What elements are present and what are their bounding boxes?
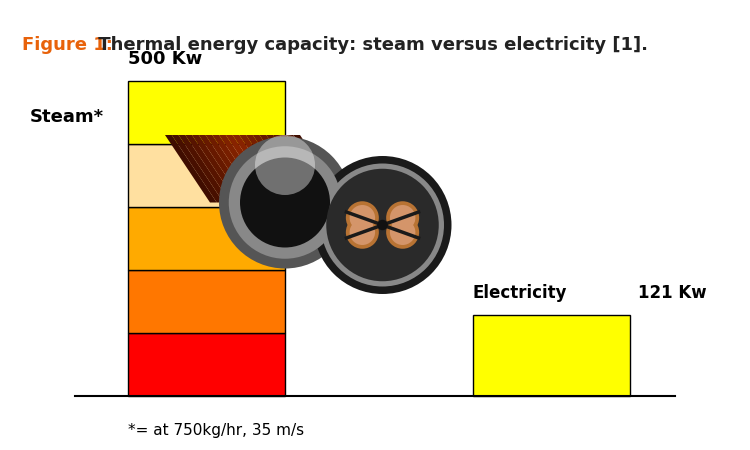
Ellipse shape: [346, 216, 379, 249]
Polygon shape: [206, 135, 257, 202]
Polygon shape: [165, 135, 217, 202]
Polygon shape: [232, 135, 284, 202]
Polygon shape: [185, 135, 237, 202]
Bar: [128, 207, 285, 270]
Ellipse shape: [321, 163, 444, 287]
Ellipse shape: [377, 220, 388, 230]
Ellipse shape: [346, 201, 379, 234]
Polygon shape: [178, 135, 230, 202]
Polygon shape: [273, 135, 325, 202]
Polygon shape: [280, 135, 332, 202]
Ellipse shape: [255, 135, 315, 195]
Ellipse shape: [350, 220, 375, 245]
Ellipse shape: [229, 146, 341, 259]
Polygon shape: [172, 135, 224, 202]
Text: Thermal energy capacity: steam versus electricity [1].: Thermal energy capacity: steam versus el…: [92, 36, 647, 54]
Polygon shape: [192, 135, 244, 202]
Polygon shape: [226, 135, 278, 202]
Ellipse shape: [240, 158, 330, 248]
Text: *= at 750kg/hr, 35 m/s: *= at 750kg/hr, 35 m/s: [128, 423, 304, 438]
Polygon shape: [260, 135, 311, 202]
Text: Electricity: Electricity: [472, 284, 567, 302]
Polygon shape: [246, 135, 298, 202]
Ellipse shape: [390, 220, 416, 245]
Bar: [128, 81, 285, 144]
Text: 121 Kw: 121 Kw: [638, 284, 706, 302]
Polygon shape: [219, 135, 271, 202]
Polygon shape: [199, 135, 250, 202]
Text: Figure 1:: Figure 1:: [22, 36, 113, 54]
Bar: [128, 270, 285, 333]
Polygon shape: [253, 135, 305, 202]
Ellipse shape: [390, 205, 416, 230]
Ellipse shape: [219, 136, 351, 269]
Ellipse shape: [386, 201, 419, 234]
Polygon shape: [266, 135, 318, 202]
Text: 500 Kw: 500 Kw: [128, 50, 202, 68]
Bar: [128, 333, 285, 396]
Ellipse shape: [386, 216, 419, 249]
Bar: [128, 144, 285, 207]
Text: Steam*: Steam*: [30, 108, 104, 126]
Ellipse shape: [350, 205, 375, 230]
Polygon shape: [239, 135, 291, 202]
Ellipse shape: [326, 169, 439, 281]
Polygon shape: [293, 135, 345, 202]
Polygon shape: [286, 135, 338, 202]
Bar: [472, 315, 630, 396]
Ellipse shape: [314, 156, 452, 294]
Polygon shape: [212, 135, 264, 202]
